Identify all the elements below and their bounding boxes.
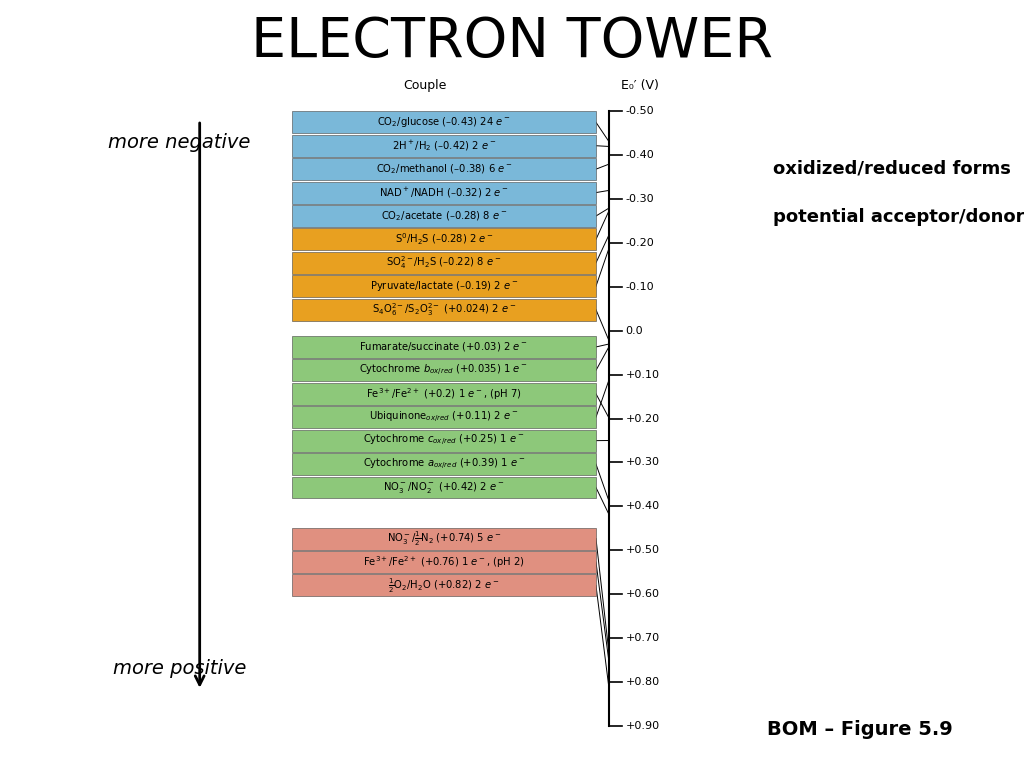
Text: S$_4$O$_6^{2-}$/S$_2$O$_3^{2-}$ (+0.024) 2 $e^-$: S$_4$O$_6^{2-}$/S$_2$O$_3^{2-}$ (+0.024)… [372, 301, 516, 318]
Text: NO$_3^-$/NO$_2^-$ (+0.42) 2 $e^-$: NO$_3^-$/NO$_2^-$ (+0.42) 2 $e^-$ [383, 480, 505, 495]
Text: +0.20: +0.20 [626, 413, 659, 424]
Text: oxidized/reduced forms: oxidized/reduced forms [773, 160, 1011, 177]
Text: E₀′ (V): E₀′ (V) [622, 79, 658, 92]
Text: Fe$^{3+}$/Fe$^{2+}$ (+0.2) 1 $e^-$, (pH 7): Fe$^{3+}$/Fe$^{2+}$ (+0.2) 1 $e^-$, (pH … [366, 386, 522, 402]
Bar [292, 205, 596, 227]
Text: +0.50: +0.50 [626, 545, 659, 555]
Text: NAD$^+$/NADH (–0.32) 2 $e^-$: NAD$^+$/NADH (–0.32) 2 $e^-$ [379, 186, 509, 200]
Bar [292, 299, 596, 320]
Bar [292, 382, 596, 405]
Text: more positive: more positive [113, 659, 246, 678]
Bar [292, 528, 596, 549]
Text: CO$_2$/acetate (–0.28) 8 $e^-$: CO$_2$/acetate (–0.28) 8 $e^-$ [381, 209, 507, 223]
Bar [292, 429, 596, 452]
Text: +0.30: +0.30 [626, 458, 659, 468]
Text: Ubiquinone$_{ox/red}$ (+0.11) 2 $e^-$: Ubiquinone$_{ox/red}$ (+0.11) 2 $e^-$ [370, 409, 518, 425]
Text: -0.40: -0.40 [626, 151, 654, 161]
Text: +0.90: +0.90 [626, 720, 659, 731]
Text: -0.30: -0.30 [626, 194, 654, 204]
Bar [292, 476, 596, 498]
Bar [292, 182, 596, 204]
Text: Cytochrome $a_{ox/red}$ (+0.39) 1 $e^-$: Cytochrome $a_{ox/red}$ (+0.39) 1 $e^-$ [362, 456, 525, 472]
Text: +0.40: +0.40 [626, 502, 659, 511]
Text: NO$_3^-$/$\frac{1}{2}$N$_2$ (+0.74) 5 $e^-$: NO$_3^-$/$\frac{1}{2}$N$_2$ (+0.74) 5 $e… [387, 529, 501, 548]
Text: +0.10: +0.10 [626, 369, 659, 379]
Bar [292, 252, 596, 273]
Text: -0.20: -0.20 [626, 238, 654, 248]
Bar [292, 229, 596, 250]
Text: -0.50: -0.50 [626, 106, 654, 117]
Text: more negative: more negative [108, 133, 251, 151]
Text: 2H$^+$/H$_2$ (–0.42) 2 $e^-$: 2H$^+$/H$_2$ (–0.42) 2 $e^-$ [391, 138, 497, 153]
Text: +0.80: +0.80 [626, 677, 659, 687]
Bar [292, 336, 596, 358]
Text: Cytochrome $c_{ox/red}$ (+0.25) 1 $e^-$: Cytochrome $c_{ox/red}$ (+0.25) 1 $e^-$ [364, 433, 524, 449]
Text: Fe$^{3+}$/Fe$^{2+}$ (+0.76) 1 $e^-$, (pH 2): Fe$^{3+}$/Fe$^{2+}$ (+0.76) 1 $e^-$, (pH… [362, 554, 525, 570]
Bar [292, 111, 596, 134]
Text: 0.0: 0.0 [626, 326, 643, 336]
Bar [292, 359, 596, 381]
Text: Pyruvate/lactate (–0.19) 2 $e^-$: Pyruvate/lactate (–0.19) 2 $e^-$ [370, 280, 518, 293]
Bar [292, 275, 596, 297]
Text: +0.70: +0.70 [626, 633, 659, 643]
Text: CO$_2$/methanol (–0.38) 6 $e^-$: CO$_2$/methanol (–0.38) 6 $e^-$ [376, 162, 512, 176]
Bar [292, 551, 596, 573]
Text: Couple: Couple [403, 79, 446, 92]
Text: Fumarate/succinate (+0.03) 2 $e^-$: Fumarate/succinate (+0.03) 2 $e^-$ [359, 340, 528, 353]
Bar [292, 453, 596, 475]
Text: CO$_2$/glucose (–0.43) 24 $e^-$: CO$_2$/glucose (–0.43) 24 $e^-$ [377, 115, 511, 129]
Text: Cytochrome $b_{ox/red}$ (+0.035) 1 $e^-$: Cytochrome $b_{ox/red}$ (+0.035) 1 $e^-$ [359, 362, 528, 378]
Text: potential acceptor/donor: potential acceptor/donor [773, 207, 1024, 226]
Bar [292, 574, 596, 596]
Bar [292, 158, 596, 180]
Bar [292, 135, 596, 157]
Text: $\frac{1}{2}$O$_2$/H$_2$O (+0.82) 2 $e^-$: $\frac{1}{2}$O$_2$/H$_2$O (+0.82) 2 $e^-… [388, 576, 500, 594]
Text: ELECTRON TOWER: ELECTRON TOWER [251, 15, 773, 69]
Text: S$^0$/H$_2$S (–0.28) 2 $e^-$: S$^0$/H$_2$S (–0.28) 2 $e^-$ [394, 232, 494, 247]
Text: SO$_4^{2-}$/H$_2$S (–0.22) 8 $e^-$: SO$_4^{2-}$/H$_2$S (–0.22) 8 $e^-$ [386, 254, 502, 271]
Text: +0.60: +0.60 [626, 589, 659, 599]
Text: -0.10: -0.10 [626, 282, 654, 292]
Text: BOM – Figure 5.9: BOM – Figure 5.9 [767, 720, 953, 739]
Bar [292, 406, 596, 428]
